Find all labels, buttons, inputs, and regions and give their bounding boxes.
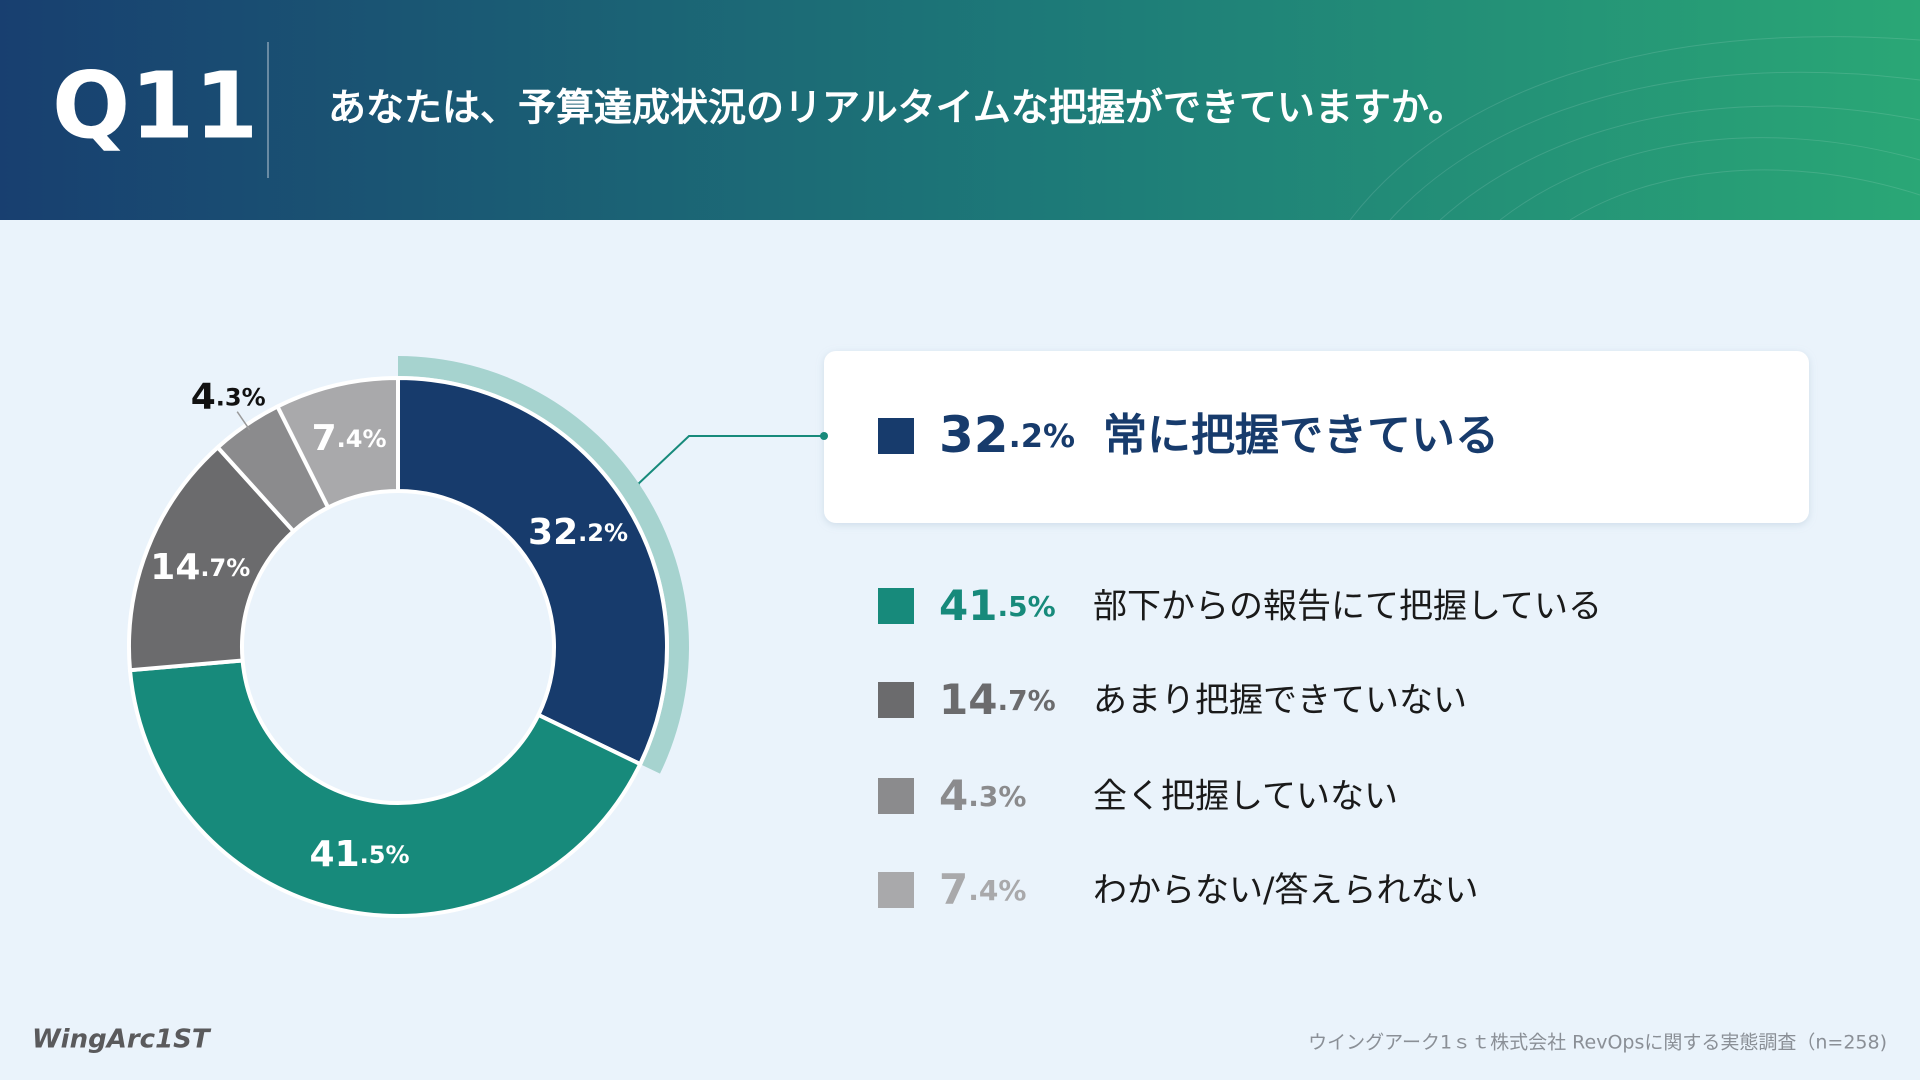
chart-title: あなたは、予算達成状況のリアルタイムな把握ができていますか。 [328, 86, 1466, 130]
header-band [0, 0, 1920, 220]
legend-swatch [878, 588, 914, 624]
callout-connector [635, 435, 824, 487]
legend-value: 32.2% [939, 406, 1075, 464]
question-number: Q11 [52, 52, 258, 159]
source-note: ウイングアーク1ｓｔ株式会社 RevOpsに関する実態調査（n=258) [1308, 1032, 1887, 1054]
legend-value: 14.7% [939, 675, 1056, 724]
donut-value-label: 41.5% [310, 834, 410, 875]
legend-label: 部下からの報告にて把握している [1093, 587, 1602, 627]
header-decoration [1349, 36, 1920, 221]
label-leader [236, 411, 251, 431]
legend-swatch [878, 418, 914, 454]
callout-box [824, 351, 1809, 523]
donut-segment [127, 444, 297, 673]
donut-segment [274, 375, 400, 511]
legend-label: あまり把握できていない [1093, 681, 1467, 721]
donut-value-label: 32.2% [528, 512, 628, 553]
legend-swatch [878, 778, 914, 814]
legend-swatch [878, 682, 914, 718]
logo: WingArc1ST [32, 1025, 212, 1055]
donut-segment [396, 375, 669, 767]
donut-value-label: 7.4% [312, 418, 387, 459]
donut-segment [127, 658, 643, 918]
legend-label: 常に把握できている [1103, 410, 1499, 461]
legend-label: わからない/答えられない [1093, 871, 1478, 911]
donut-value-label: 4.3% [191, 376, 266, 417]
legend-value: 4.3% [939, 771, 1026, 820]
highlight-arc [398, 356, 689, 774]
donut-value-label: 14.7% [150, 547, 250, 588]
connector-dot [820, 432, 828, 440]
legend-label: 全く把握していない [1093, 777, 1398, 817]
legend-swatch [878, 872, 914, 908]
legend-value: 41.5% [939, 581, 1056, 630]
legend-value: 7.4% [939, 865, 1026, 914]
